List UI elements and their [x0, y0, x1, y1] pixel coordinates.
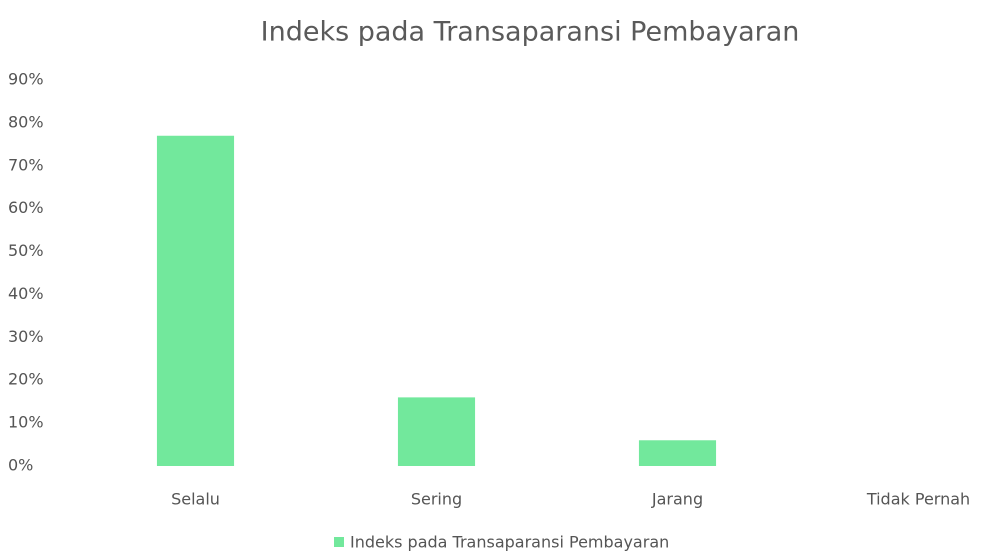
y-tick-label: 10% — [8, 413, 44, 432]
y-tick-label: 40% — [8, 284, 44, 303]
legend-label: Indeks pada Transaparansi Pembayaran — [350, 533, 669, 552]
y-tick-label: 70% — [8, 155, 44, 174]
y-tick-label: 0% — [8, 456, 33, 475]
y-tick-label: 60% — [8, 198, 44, 217]
y-tick-label: 90% — [8, 70, 44, 89]
y-tick-label: 80% — [8, 112, 44, 131]
bar — [638, 440, 717, 466]
y-tick-label: 30% — [8, 327, 44, 346]
chart-title: Indeks pada Transaparansi Pembayaran — [261, 17, 800, 48]
y-tick-label: 50% — [8, 241, 44, 260]
x-tick-label: Selalu — [171, 490, 220, 509]
x-tick-label: Sering — [411, 490, 462, 509]
legend-swatch — [334, 537, 344, 547]
x-tick-label: Jarang — [651, 490, 703, 509]
bar — [397, 397, 476, 466]
y-tick-label: 20% — [8, 370, 44, 389]
bar — [156, 135, 235, 466]
x-tick-label: Tidak Pernah — [866, 490, 970, 509]
